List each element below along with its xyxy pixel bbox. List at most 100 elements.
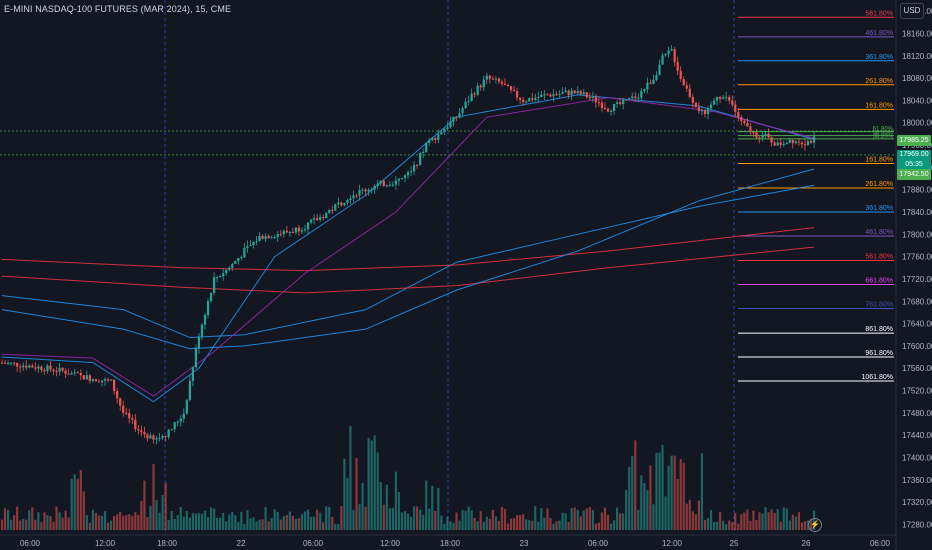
volume-bar [434,510,437,530]
volume-bar [443,523,446,530]
candle-body [570,90,573,95]
volume-bar [3,508,7,530]
volume-bar [258,519,261,530]
fib-level-label: 261.80% [865,78,893,85]
volume-bar [219,517,222,530]
volume-bar [155,500,158,530]
time-axis-label: 18:00 [440,539,461,548]
candle-body [776,142,779,146]
volume-bar [785,508,788,530]
volume-bar [509,518,513,530]
volume-bar [464,510,467,530]
candle-body [52,369,55,372]
candle-body [219,276,222,278]
candle-body [506,84,510,87]
volume-bar [167,519,170,530]
candle-body [125,412,128,414]
volume-bar [637,509,640,530]
volume-bar [161,494,164,530]
volume-bar [103,511,107,530]
volume-bar [455,512,458,530]
candle-body [46,365,49,372]
candle-body [9,362,13,364]
volume-bar [688,499,691,530]
volume-bar [113,516,116,530]
volume-bar [325,506,328,530]
volume-bar [312,516,316,530]
volume-bar [437,487,440,530]
volume-bar [622,513,625,530]
candle-body [379,180,382,184]
price-axis-label: 17760.00 [902,253,932,262]
time-axis-label: 06:00 [870,539,891,548]
volume-bar [655,452,658,530]
candle-body [619,102,622,105]
volume-bar [640,475,643,530]
chart-title[interactable]: E-MINI NASDAQ-100 FUTURES (MAR 2024), 15… [4,4,232,14]
volume-bar [64,510,67,530]
currency-button[interactable]: USD [900,3,924,19]
candle-body [316,218,319,221]
volume-bar [512,518,516,530]
candle-body [276,234,279,237]
volume-bar [752,510,755,530]
candle-body [679,70,682,80]
volume-bar [573,507,576,530]
volume-bar [134,512,137,530]
volume-bar [609,523,613,530]
volume-bar [46,515,49,530]
volume-bar [225,521,228,530]
candle-body [79,372,82,376]
candle-body [573,90,576,94]
lightning-icon[interactable]: ⚡ [808,518,822,532]
candle-body [734,104,737,112]
volume-bar [13,515,16,530]
volume-bar [552,523,555,530]
volume-bar [367,437,370,530]
candle-body [243,247,246,258]
volume-bar [67,517,70,530]
candle-body [373,185,376,190]
volume-bar [328,506,331,530]
time-axis-label: 06:00 [588,539,609,548]
candle-body [382,180,385,186]
volume-bar [49,516,52,530]
volume-bar [158,512,161,530]
volume-bar [85,515,88,530]
volume-bar [6,509,10,530]
candle-body [546,94,549,96]
candle-body [788,139,791,143]
volume-bar [61,517,64,530]
volume-bar [385,484,388,530]
price-tag-lower: 17942.50 [897,169,931,180]
volume-bar [697,500,700,530]
volume-bar [40,522,43,530]
volume-bar [516,515,519,530]
candle-body [279,234,282,236]
volume-bar [506,523,510,530]
candle-body [691,96,694,103]
volume-bar [625,489,628,530]
fib-level-label: 861.80% [865,326,893,333]
volume-bar [700,453,704,530]
volume-bar [600,512,604,530]
candle-body [694,102,697,107]
candle-body [719,96,722,99]
price-axis-label: 17440.00 [902,431,932,440]
candle-body [249,245,252,247]
fib-level-label: 661.80% [865,278,893,285]
price-axis-label: 18080.00 [902,74,932,83]
volume-bar [206,517,210,530]
volume-bar [97,515,101,530]
candle-body [155,438,158,440]
candle-body [416,164,419,166]
candle-body [752,132,755,134]
volume-bar [100,515,104,530]
volume-bar [694,514,697,530]
volume-bar [364,506,367,530]
candle-body [434,137,437,141]
candle-body [122,405,125,413]
volume-bar [28,510,31,530]
